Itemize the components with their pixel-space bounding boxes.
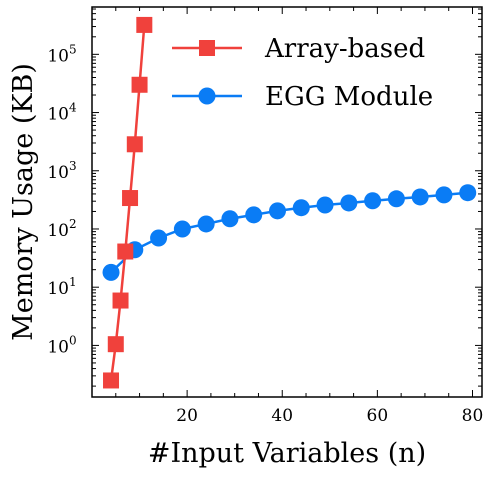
- legend-array-based-marker: [199, 40, 215, 56]
- array-based-point: [107, 336, 124, 353]
- x-tick-label: 60: [367, 406, 389, 426]
- y-axis-label: Memory Usage (KB): [8, 63, 39, 341]
- y-tick-label: 102: [47, 217, 76, 241]
- y-tick-label: 101: [47, 275, 76, 299]
- egg-module-point: [150, 229, 168, 247]
- axis-ticks: 20 40 60 80 100 101 102 103 104 105: [47, 7, 483, 426]
- egg-module-point: [268, 202, 286, 220]
- plot-area: [102, 16, 477, 389]
- egg-module-point: [364, 192, 382, 210]
- egg-module-point: [292, 199, 310, 217]
- array-based-point: [122, 190, 139, 207]
- array-based-point: [117, 243, 134, 260]
- egg-module-point: [411, 188, 429, 206]
- array-based-point: [112, 292, 129, 309]
- egg-module-point: [245, 206, 263, 224]
- legend-egg-module-marker: [198, 87, 216, 105]
- array-based-point: [131, 76, 148, 93]
- x-tick-label: 80: [462, 406, 484, 426]
- legend-egg-module-label: EGG Module: [265, 82, 433, 112]
- array-based-point: [136, 16, 153, 33]
- legend-array-based-label: Array-based: [264, 34, 425, 64]
- egg-module-point: [197, 215, 215, 233]
- y-tick-label: 100: [47, 333, 76, 357]
- y-tick-label: 104: [47, 101, 77, 125]
- egg-module-point: [173, 220, 191, 238]
- array-based-point: [126, 136, 143, 153]
- egg-module-point: [340, 194, 358, 212]
- y-tick-label: 103: [47, 159, 76, 183]
- egg-module-point: [435, 186, 453, 204]
- egg-module-point: [316, 196, 334, 214]
- array-based-point: [103, 372, 120, 389]
- plot-frame: [91, 6, 483, 398]
- x-axis-label: #Input Variables (n): [148, 438, 426, 469]
- egg-module-point: [387, 190, 405, 208]
- x-tick-label: 40: [271, 406, 293, 426]
- x-tick-label: 20: [176, 406, 198, 426]
- legend: Array-based EGG Module: [172, 34, 433, 112]
- egg-module-point: [459, 184, 477, 202]
- egg-module-point: [102, 263, 120, 281]
- egg-module-point: [221, 210, 239, 228]
- y-tick-label: 105: [47, 42, 76, 66]
- egg-module-line: [110, 191, 468, 274]
